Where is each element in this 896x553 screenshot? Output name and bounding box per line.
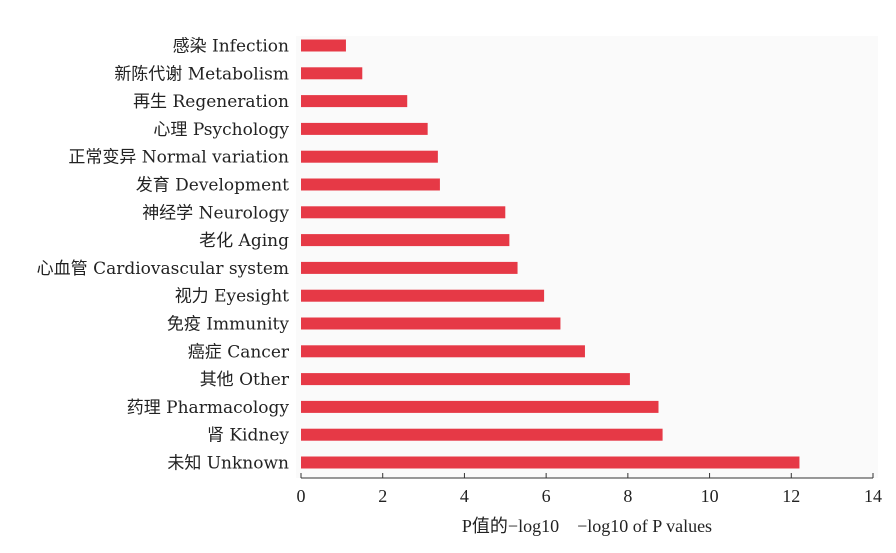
category-label: 癌症 Cancer [188,342,290,362]
category-label: 发育 Development [136,176,289,196]
bar [301,39,346,52]
category-labels: 感染 Infection 新陈代谢 Metabolism 再生 Regenerati… [37,37,290,474]
bar [301,373,630,386]
bars-group [301,39,800,469]
x-tick-label: 2 [378,486,387,506]
bar [301,206,506,219]
category-label: 新陈代谢 Metabolism [114,64,289,84]
x-tick-label: 14 [864,486,882,506]
bar [301,289,545,302]
bar [301,95,408,108]
category-label: 视力 Eyesight [175,287,289,307]
category-label: 药理 Pharmacology [127,398,290,418]
x-ticks-group: 0 2 4 6 8 10 12 14 [297,473,882,506]
bar [301,67,363,80]
category-label: 老化 Aging [199,231,289,251]
category-label: 肾 Kidney [207,426,289,446]
category-label: 神经学 Neurology [142,203,289,223]
category-label: 正常变异 Normal variation [68,148,289,168]
bar [301,122,428,135]
bar [301,150,438,163]
bar [301,456,800,469]
category-label: 再生 Regeneration [133,92,289,112]
x-tick-label: 6 [542,486,551,506]
category-label: 心血管 Cardiovascular system [37,259,289,279]
bar [301,178,440,191]
category-label: 心理 Psychology [153,120,289,140]
bar [301,400,659,413]
category-label: 感染 Infection [173,37,289,57]
x-tick-label: 10 [701,486,719,506]
bar [301,261,518,274]
bar [301,345,585,358]
x-axis-label: P值的−log10 −log10 of P values [462,516,712,536]
x-tick-label: 8 [623,486,632,506]
category-label: 未知 Unknown [167,454,289,474]
x-tick-label: 12 [782,486,800,506]
bar [301,234,510,247]
bar [301,428,663,441]
x-tick-label: 0 [297,486,306,506]
bar [301,317,561,330]
x-tick-label: 4 [460,486,469,506]
category-label: 免疫 Immunity [167,315,290,335]
category-label: 其他 Other [200,370,290,390]
